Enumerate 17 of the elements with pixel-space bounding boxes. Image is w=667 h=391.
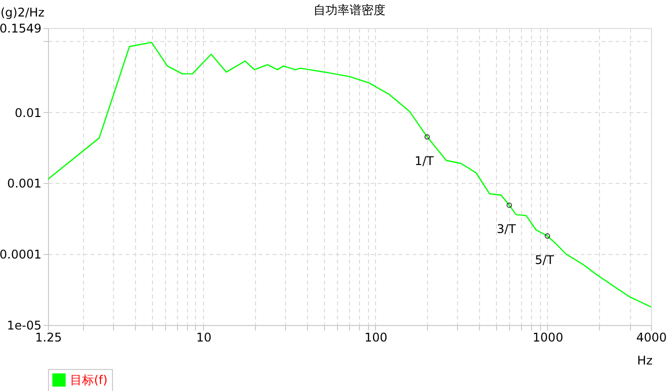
y-tick-label: 0.1549 <box>0 22 42 36</box>
x-tick-label: 100 <box>364 330 388 344</box>
x-tick-label: 4000 <box>636 330 667 344</box>
x-tick-label: 1000 <box>532 330 564 344</box>
y-tick-label: 1e-05 <box>6 318 42 332</box>
y-axis-title: (g)2/Hz <box>0 6 44 20</box>
x-axis-title: Hz <box>637 354 652 368</box>
x-tick-label: 10 <box>196 330 212 344</box>
x-tick-label: 1.25 <box>35 330 62 344</box>
chart-title: 自功率谱密度 <box>314 3 386 17</box>
y-tick-label: 0.01 <box>14 106 42 120</box>
y-tick-label: 0.0001 <box>0 248 42 262</box>
legend-label: 目标(f) <box>70 373 108 387</box>
annotation: 5/T <box>534 253 555 268</box>
annotation: 3/T <box>496 222 516 236</box>
y-tick-label: 0.001 <box>7 176 42 191</box>
annotation: 1/T <box>414 154 434 168</box>
